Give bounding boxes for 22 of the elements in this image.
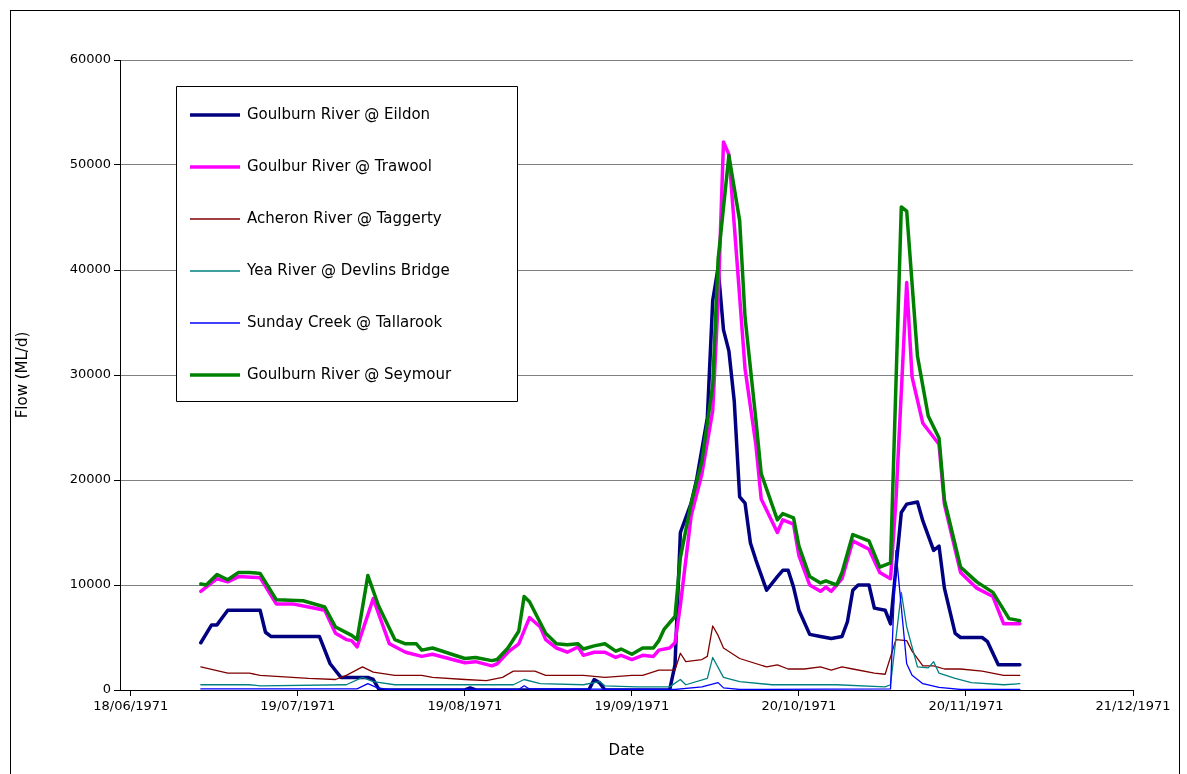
y-tick-label: 50000 [69, 156, 111, 172]
y-tick-label: 20000 [69, 471, 111, 487]
x-tick-label: 19/09/1971 [594, 698, 670, 714]
legend-label: Goulbur River @ Trawool [247, 156, 432, 175]
legend-label: Acheron River @ Taggerty [247, 208, 442, 227]
y-tick-label: 60000 [69, 51, 111, 67]
x-axis-title: Date [608, 740, 645, 759]
x-tick-label: 20/11/1971 [928, 698, 1004, 714]
legend-label: Goulburn River @ Eildon [247, 104, 431, 123]
y-axis-title: Flow (ML/d) [12, 331, 31, 419]
x-tick-label: 19/07/1971 [260, 698, 336, 714]
x-tick-label: 21/12/1971 [1095, 698, 1171, 714]
x-tick-label: 18/06/1971 [93, 698, 169, 714]
y-tick-label: 0 [102, 681, 111, 697]
x-tick-label: 19/08/1971 [427, 698, 503, 714]
legend-label: Yea River @ Devlins Bridge [246, 260, 450, 279]
y-tick-label: 40000 [69, 261, 111, 277]
y-tick-label: 30000 [69, 366, 111, 382]
legend-label: Sunday Creek @ Tallarook [247, 312, 443, 331]
legend-label: Goulburn River @ Seymour [247, 364, 452, 383]
y-tick-label: 10000 [69, 576, 111, 592]
x-tick-label: 20/10/1971 [761, 698, 837, 714]
